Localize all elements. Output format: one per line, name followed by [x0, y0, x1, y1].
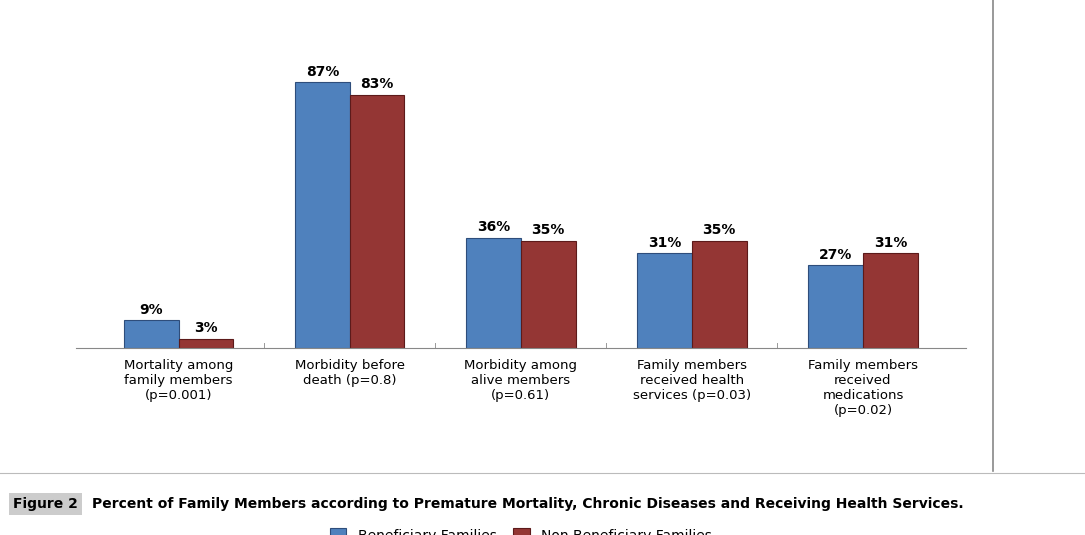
Text: 35%: 35% — [532, 223, 565, 238]
Text: 31%: 31% — [873, 235, 907, 249]
Bar — [349, 95, 405, 348]
Text: Figure 2: Figure 2 — [13, 497, 78, 511]
Text: 27%: 27% — [819, 248, 853, 262]
Text: 3%: 3% — [194, 321, 218, 335]
Legend: Beneficiary Families, Non Beneficiary Families: Beneficiary Families, Non Beneficiary Fa… — [324, 522, 717, 535]
Bar — [179, 339, 233, 348]
Text: 9%: 9% — [139, 303, 163, 317]
Bar — [467, 238, 521, 348]
Bar — [124, 320, 179, 348]
Bar — [863, 253, 918, 348]
Bar — [637, 253, 692, 348]
Text: 87%: 87% — [306, 65, 339, 79]
Bar — [808, 265, 863, 348]
Bar — [521, 241, 575, 348]
Text: 36%: 36% — [476, 220, 510, 234]
Bar — [295, 82, 349, 348]
Text: 35%: 35% — [703, 223, 736, 238]
Text: 83%: 83% — [360, 77, 394, 91]
Bar — [692, 241, 746, 348]
Text: Percent of Family Members according to Premature Mortality, Chronic Diseases and: Percent of Family Members according to P… — [92, 497, 963, 511]
Text: 31%: 31% — [648, 235, 681, 249]
